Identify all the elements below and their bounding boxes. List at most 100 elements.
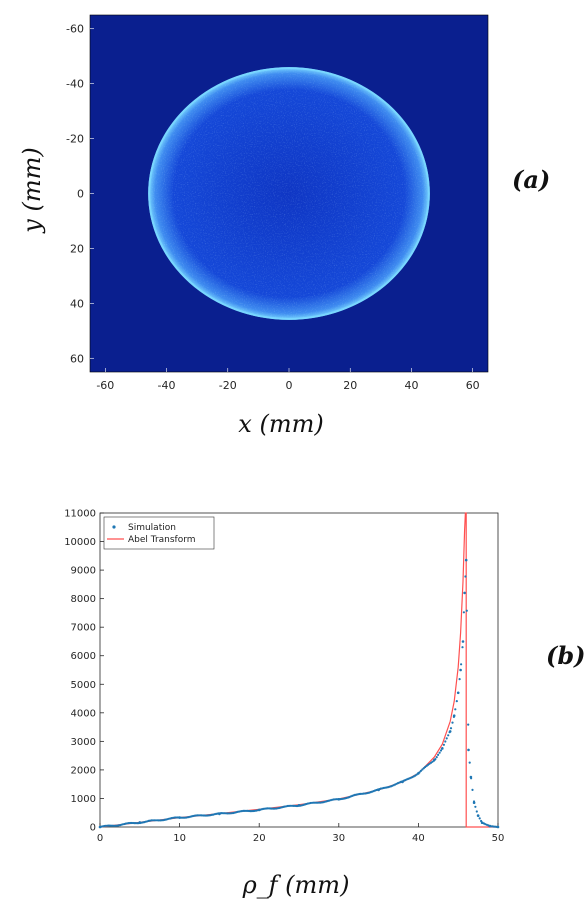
a-x-tick-label: -60: [96, 379, 114, 392]
simulation-point: [218, 812, 221, 816]
a-y-tick-label: -20: [66, 133, 84, 146]
b-x-tick-label: 0: [97, 833, 103, 844]
simulation-point: [462, 611, 465, 614]
a-x-tick-label: 0: [286, 379, 293, 392]
a-y-tick-label: -40: [66, 78, 84, 91]
simulation-point: [471, 788, 474, 791]
simulation-point: [178, 816, 181, 819]
a-y-tick-label: 20: [70, 242, 84, 255]
simulation-point: [463, 591, 466, 595]
a-y-tick-label: 60: [70, 352, 84, 365]
simulation-point: [445, 737, 448, 740]
a-x-tick-label: 40: [404, 379, 418, 392]
simulation-point: [460, 663, 463, 666]
b-y-tick-label: 9000: [71, 566, 96, 577]
a-x-tick-label: -40: [158, 379, 176, 392]
simulation-point: [138, 821, 142, 824]
simulation-point: [478, 817, 481, 820]
radial-profile-chart: 0 10 20 30 40 50 0 1000 2000 3000 4000 5000 6000 7000…: [64, 509, 586, 900]
simulation-point: [433, 758, 436, 762]
b-y-tick-label: 10000: [64, 537, 96, 548]
b-x-tick-label: 30: [332, 833, 345, 844]
simulation-point: [417, 772, 420, 775]
simulation-point: [488, 824, 492, 828]
legend-abel-label: Abel Transform: [128, 535, 196, 545]
simulation-point: [464, 558, 468, 562]
simulation-point: [419, 769, 422, 772]
a-x-tick-label: 60: [466, 379, 480, 392]
simulation-point: [455, 700, 458, 703]
simulation-point: [465, 609, 468, 612]
b-x-tick-label: 40: [412, 833, 425, 844]
simulation-point: [496, 825, 500, 829]
simulation-point: [297, 804, 301, 807]
a-y-tick-label: 40: [70, 297, 84, 310]
simulation-point: [98, 825, 102, 829]
simulation-point: [461, 640, 465, 643]
panel-b: 0 10 20 30 40 50 0 1000 2000 3000 4000 5000 6000 7000…: [0, 450, 586, 905]
b-x-axis-label: ρ_f (mm): [242, 871, 350, 899]
simulation-point: [472, 801, 476, 804]
b-x-tick-label: 20: [253, 833, 266, 844]
panel-b-label: (b): [546, 641, 586, 670]
simulation-point: [257, 808, 261, 812]
b-y-tick-label: 11000: [64, 509, 96, 520]
b-y-tick-label: 0: [90, 823, 96, 834]
simulation-point: [468, 761, 471, 764]
simulation-point: [337, 798, 341, 801]
simulation-point: [459, 668, 462, 672]
simulation-point: [437, 753, 440, 756]
b-y-tick-label: 8000: [71, 594, 96, 605]
simulation-point: [464, 575, 467, 578]
simulation-point: [401, 780, 404, 784]
simulation-point: [435, 756, 438, 759]
b-y-tick-label: 6000: [71, 651, 96, 662]
b-y-tick-label: 1000: [71, 794, 96, 805]
simulation-point: [456, 691, 460, 695]
simulation-point: [469, 775, 473, 779]
disk-rim: [148, 67, 430, 320]
a-y-tick-label: 0: [77, 188, 84, 201]
simulation-point: [421, 768, 424, 771]
b-y-tick-label: 3000: [71, 737, 96, 748]
a-x-tick-label: 20: [343, 379, 357, 392]
simulation-point: [452, 714, 456, 717]
a-y-tick-label: -60: [66, 23, 84, 36]
simulation-point: [475, 810, 478, 813]
simulation-point: [448, 730, 452, 733]
b-x-tick-label: 50: [492, 833, 505, 844]
simulation-point: [438, 751, 441, 754]
simulation-point: [474, 805, 477, 808]
simulation-point: [442, 743, 445, 746]
legend-box: [103, 516, 215, 550]
simulation-point: [467, 723, 470, 726]
simulation-point: [451, 721, 454, 724]
a-x-tick-label: -20: [219, 379, 237, 392]
a-x-axis-label: x (mm): [238, 410, 323, 438]
simulation-point: [454, 708, 457, 711]
simulation-point: [449, 727, 453, 730]
disk-speckle: [148, 67, 430, 320]
legend-simulation-label: Simulation: [128, 523, 176, 533]
simulation-point: [467, 748, 470, 752]
b-plot-frame: [99, 512, 499, 828]
a-y-axis-label: y (mm): [18, 147, 46, 233]
legend: Simulation Abel Transform: [103, 516, 215, 550]
b-y-tick-label: 2000: [71, 765, 96, 776]
panel-a: -60 -40 -20 0 20 40 60 -60 -40 -20 0 20 40 60 y (mm) …: [0, 0, 586, 450]
legend-simulation-marker: [112, 525, 116, 529]
simulation-point: [461, 646, 464, 649]
simulation-point: [458, 678, 461, 681]
b-y-tick-label: 5000: [71, 680, 96, 691]
panel-a-label: (a): [512, 165, 550, 194]
simulation-point: [444, 740, 447, 743]
b-x-tick-label: 10: [173, 833, 186, 844]
b-y-tick-label: 4000: [71, 708, 96, 719]
simulation-point: [447, 734, 450, 737]
simulation-point: [480, 821, 484, 824]
simulation-point: [377, 788, 380, 792]
simulation-point: [441, 747, 444, 750]
simulation-point: [439, 749, 443, 752]
b-y-tick-label: 7000: [71, 623, 96, 634]
